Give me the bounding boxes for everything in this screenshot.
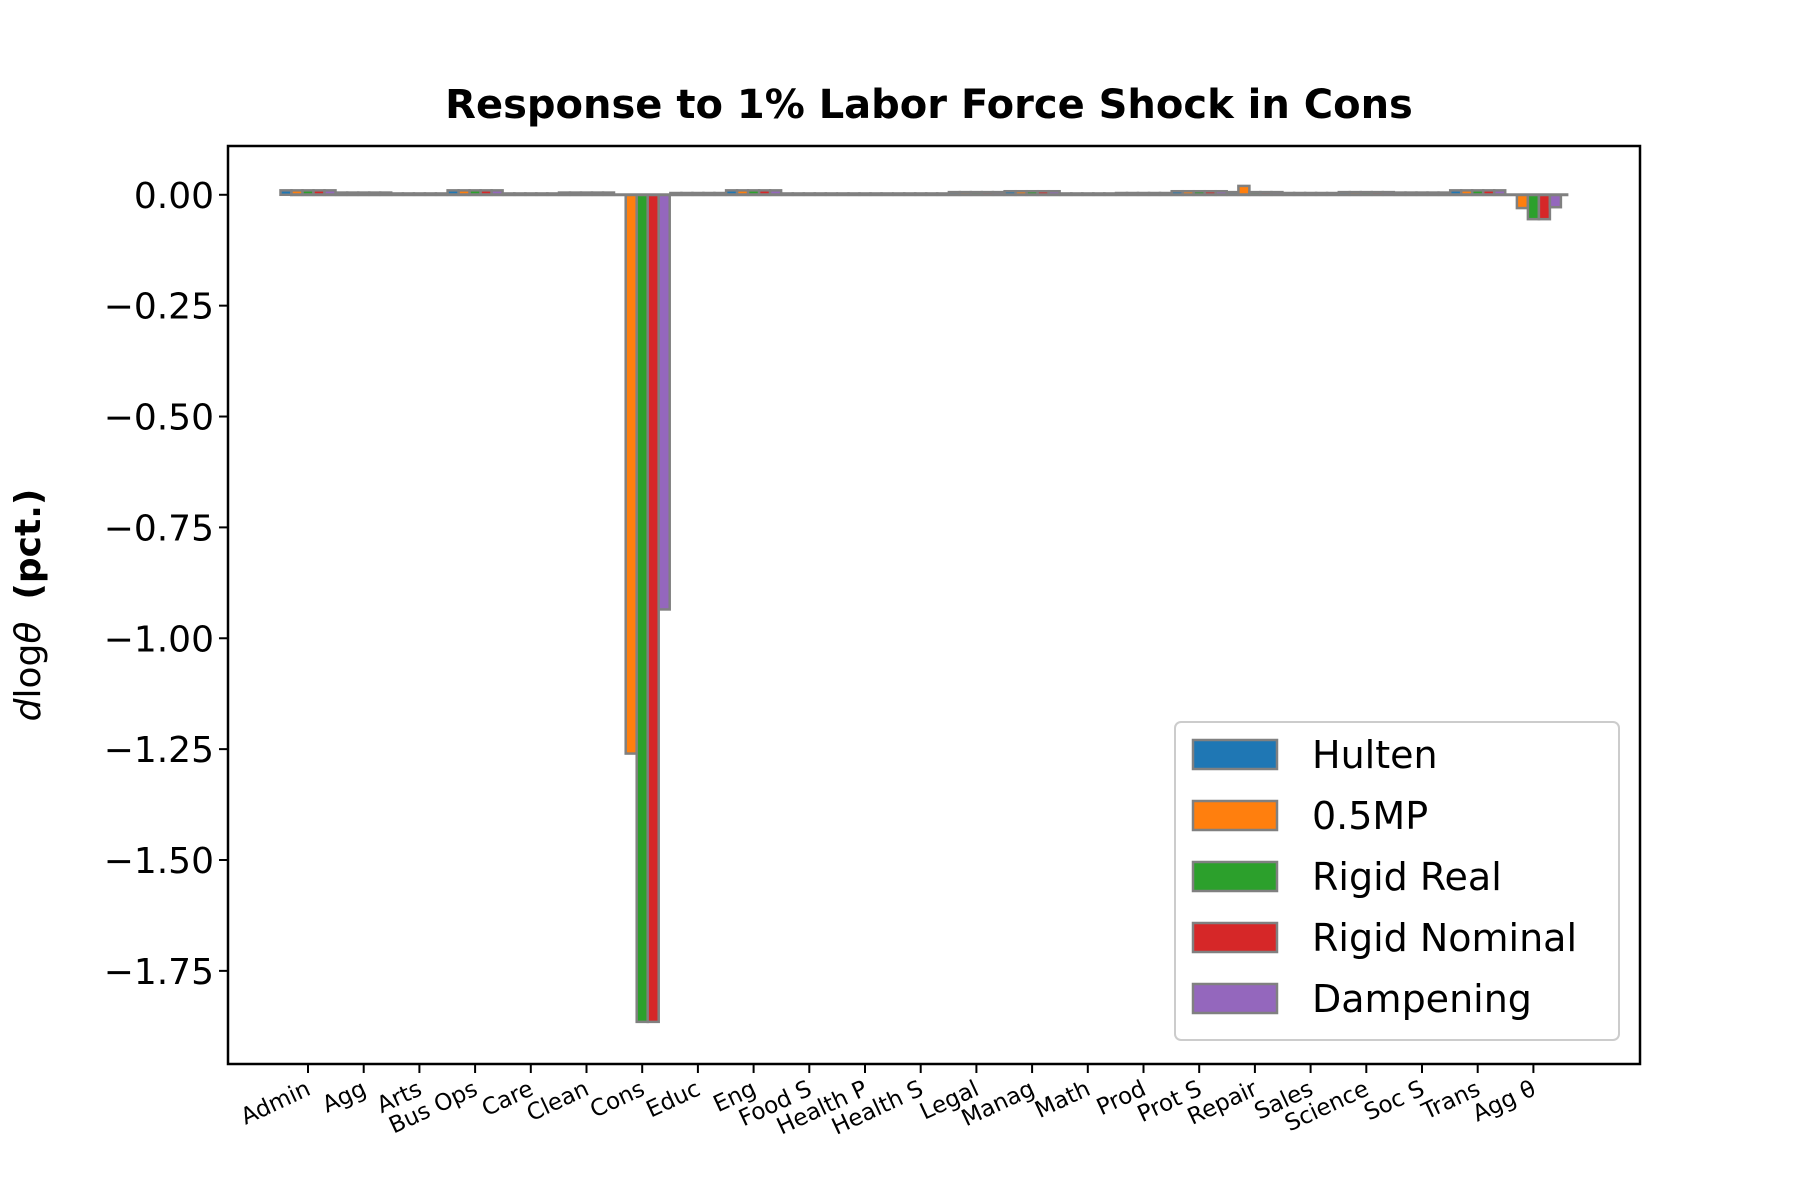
bar <box>1515 193 1530 210</box>
bar <box>657 193 671 611</box>
y-label-theta: θ <box>8 622 49 644</box>
bar <box>1537 193 1552 221</box>
legend-swatch <box>1191 738 1279 771</box>
legend-swatch <box>1191 982 1279 1015</box>
chart-title: Response to 1% Labor Force Shock in Cons <box>445 82 1413 128</box>
y-tick-label: −1.50 <box>104 841 214 882</box>
bar <box>1526 193 1541 221</box>
x-tick-label: Admin <box>237 1076 314 1131</box>
bar <box>646 193 660 1024</box>
y-label-unit: (pct.) <box>8 489 49 600</box>
x-tick-label: Math <box>1031 1076 1094 1124</box>
x-tick-label: Agg θ <box>1469 1076 1540 1128</box>
x-tick-label: Cons <box>586 1076 648 1124</box>
y-axis-ticks: 0.00 −0.25 −0.50 −0.75 −1.00 −1.25 −1.50 −1.75 <box>104 176 228 993</box>
legend-label: 0.5MP <box>1312 794 1428 838</box>
y-tick-label: −1.00 <box>104 619 214 660</box>
legend-swatch <box>1191 921 1279 954</box>
legend-label: Rigid Nominal <box>1312 916 1577 960</box>
bar <box>635 193 649 1024</box>
bars-group <box>279 184 1569 1024</box>
x-tick-label: Educ <box>642 1076 704 1123</box>
y-label-d: d <box>8 697 49 721</box>
y-label-log: log <box>8 644 49 699</box>
legend-label: Dampening <box>1312 977 1532 1021</box>
y-tick-label: −1.25 <box>104 730 214 771</box>
y-tick-label: −0.50 <box>104 398 214 439</box>
bar <box>279 189 293 197</box>
plot-frame <box>226 144 1642 1066</box>
y-tick-label: −0.75 <box>104 508 214 549</box>
legend-label: Hulten <box>1312 733 1438 777</box>
x-tick-label: Clean <box>523 1076 593 1127</box>
legend-swatch <box>1191 860 1279 893</box>
y-tick-label: −1.75 <box>104 952 214 993</box>
legend-swatch <box>1191 799 1279 832</box>
x-tick-label: Agg <box>319 1076 371 1119</box>
bar <box>1548 193 1563 209</box>
legend-label: Rigid Real <box>1312 855 1502 899</box>
y-tick-label: −0.25 <box>104 287 214 328</box>
legend-box <box>1174 721 1620 1041</box>
bar <box>624 193 638 755</box>
legend: Hulten 0.5MP Rigid Real Rigid Nominal Dampen… <box>1174 721 1620 1041</box>
y-axis-label: dlogθ (pct.) <box>8 489 49 722</box>
y-tick-label: 0.00 <box>134 176 214 217</box>
